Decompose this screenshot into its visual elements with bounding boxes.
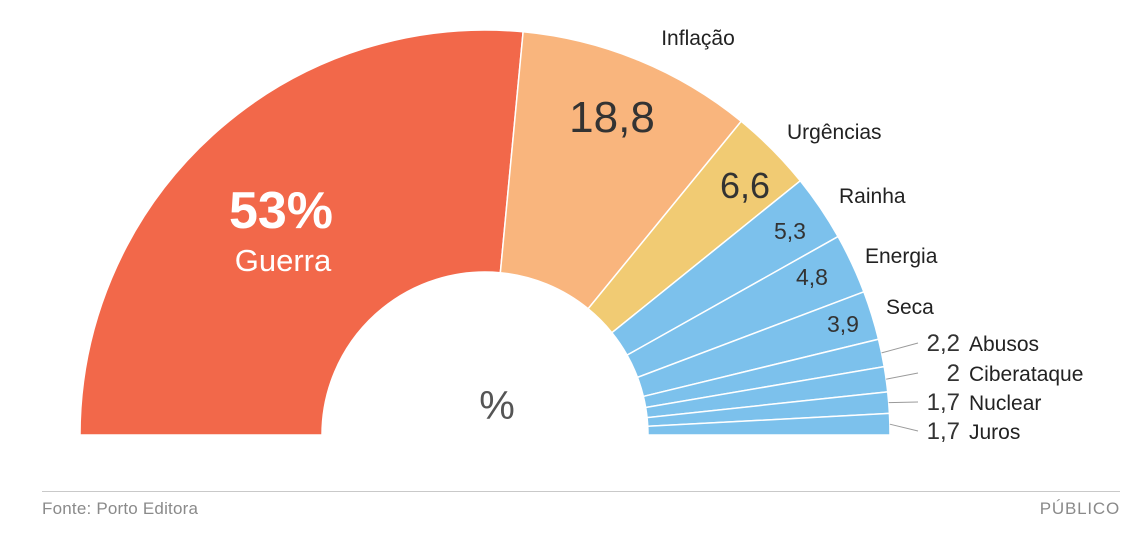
slice-value-inflacao: 18,8	[569, 93, 655, 142]
slice-guerra	[79, 29, 524, 436]
slice-name-seca: Seca	[886, 296, 934, 319]
slice-name-rainha: Rainha	[839, 185, 906, 208]
leader-line-juros	[889, 423, 919, 432]
slice-value-urgencias: 6,6	[720, 165, 770, 206]
publisher-credit: PÚBLICO	[1039, 499, 1120, 518]
footer-divider	[42, 491, 1120, 492]
slice-value-abusos: 2,2	[927, 330, 960, 357]
slice-value-nuclear: 1,7	[927, 389, 960, 416]
slice-name-ciberataque: Ciberataque	[969, 363, 1083, 386]
slice-name-juros: Juros	[969, 421, 1020, 444]
slice-name-energia: Energia	[865, 245, 938, 268]
leader-line-ciberataque	[886, 372, 919, 380]
slice-value-seca: 3,9	[827, 311, 859, 337]
slice-inflacao	[499, 30, 743, 310]
slice-name-inflacao: Inflação	[661, 27, 735, 50]
half-donut-chart: 53%Guerra 18,8 Inflação 6,6 Urgências 5,3 Rain…	[79, 27, 1083, 445]
leader-line-abusos	[881, 342, 919, 354]
unit-label: %	[479, 384, 515, 428]
slice-value-energia: 4,8	[796, 264, 828, 290]
leader-line-nuclear	[888, 401, 919, 404]
slice-name-guerra: Guerra	[235, 243, 332, 278]
slice-value-ciberataque: 2	[947, 360, 960, 387]
slice-name-urgencias: Urgências	[787, 121, 882, 144]
source-note: Fonte: Porto Editora	[42, 499, 199, 518]
slice-value-guerra: 53%	[229, 182, 333, 240]
slice-value-rainha: 5,3	[774, 218, 806, 244]
slice-name-nuclear: Nuclear	[969, 392, 1041, 415]
slice-value-juros: 1,7	[927, 418, 960, 445]
slice-juros	[646, 412, 891, 436]
slice-name-abusos: Abusos	[969, 333, 1039, 356]
